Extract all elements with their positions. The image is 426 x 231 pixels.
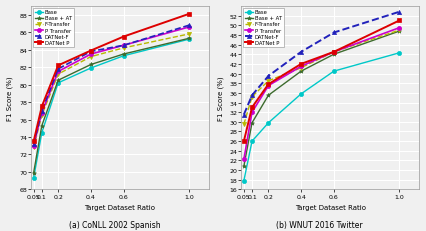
P Transfer (39, 112, 44, 114)
DATNet-F (187, 25, 192, 27)
Base (397, 52, 402, 55)
Line: P Transfer: P Transfer (242, 27, 401, 162)
Line: F-Transfer: F-Transfer (32, 33, 191, 150)
DATNet P (250, 106, 255, 109)
Base (250, 140, 255, 143)
DATNet P (187, 13, 192, 16)
P Transfer (241, 158, 246, 161)
P Transfer (266, 85, 271, 88)
Line: DATNet-F: DATNet-F (32, 24, 191, 146)
Line: DATNet P: DATNet P (32, 13, 191, 144)
P Transfer (187, 26, 192, 29)
Base + AT (250, 122, 255, 125)
Line: DATNet-F: DATNet-F (242, 11, 401, 117)
DATNet P (299, 63, 304, 66)
Base (56, 82, 61, 85)
DATNet-F (56, 68, 61, 71)
DATNet-F (121, 45, 126, 47)
F-Transfer (241, 123, 246, 126)
Base (88, 67, 93, 70)
F-Transfer (31, 146, 36, 149)
Line: DATNet P: DATNet P (242, 19, 401, 144)
Y-axis label: F1 Score (%): F1 Score (%) (217, 76, 224, 121)
DATNet P (88, 50, 93, 53)
DATNet-F (31, 143, 36, 146)
F-Transfer (331, 51, 337, 54)
DATNet P (331, 51, 337, 54)
Base + AT (31, 172, 36, 174)
Text: (b) WNUT 2016 Twitter: (b) WNUT 2016 Twitter (276, 220, 363, 229)
Base + AT (56, 79, 61, 82)
P Transfer (250, 111, 255, 114)
Legend: Base, Base + AT, F-Transfer, P Transfer, DATNet-F, DATNet P: Base, Base + AT, F-Transfer, P Transfer,… (33, 9, 74, 47)
Line: Base: Base (242, 52, 401, 183)
P Transfer (397, 27, 402, 30)
DATNet-F (266, 75, 271, 78)
Base (121, 55, 126, 58)
P Transfer (299, 66, 304, 68)
F-Transfer (266, 80, 271, 83)
X-axis label: Target Dataset Ratio: Target Dataset Ratio (84, 204, 155, 210)
DATNet-F (250, 94, 255, 97)
DATNet-F (299, 51, 304, 54)
Base + AT (39, 125, 44, 128)
Base + AT (241, 165, 246, 168)
Base (331, 70, 337, 73)
Base (39, 132, 44, 134)
DATNet P (31, 140, 36, 143)
Legend: Base, Base + AT, F-Transfer, P Transfer, DATNet-F, DATNet P: Base, Base + AT, F-Transfer, P Transfer,… (243, 9, 284, 47)
DATNet-F (241, 114, 246, 116)
Base + AT (187, 38, 192, 40)
Y-axis label: F1 Score (%): F1 Score (%) (7, 76, 14, 121)
Text: (a) CoNLL 2002 Spanish: (a) CoNLL 2002 Spanish (69, 220, 161, 229)
Line: Base: Base (32, 38, 191, 180)
Base + AT (121, 53, 126, 56)
DATNet P (241, 140, 246, 143)
Base + AT (88, 64, 93, 67)
DATNet P (266, 83, 271, 86)
DATNet-F (39, 110, 44, 113)
F-Transfer (250, 96, 255, 99)
DATNet P (397, 20, 402, 23)
F-Transfer (56, 73, 61, 76)
DATNet P (56, 65, 61, 67)
P Transfer (31, 145, 36, 147)
P Transfer (331, 51, 337, 54)
F-Transfer (187, 33, 192, 36)
F-Transfer (39, 114, 44, 117)
Base (299, 93, 304, 96)
Line: Base + AT: Base + AT (32, 37, 191, 175)
F-Transfer (121, 47, 126, 50)
Base (241, 179, 246, 182)
Base + AT (331, 54, 337, 56)
DATNet P (39, 106, 44, 108)
DATNet-F (397, 11, 402, 14)
Base (266, 122, 271, 125)
Line: P Transfer: P Transfer (32, 26, 191, 148)
F-Transfer (397, 30, 402, 32)
Base (31, 177, 36, 180)
P Transfer (56, 71, 61, 73)
F-Transfer (299, 67, 304, 70)
X-axis label: Target Dataset Ratio: Target Dataset Ratio (295, 204, 366, 210)
P Transfer (88, 53, 93, 56)
Base (187, 39, 192, 41)
P Transfer (121, 45, 126, 47)
Base + AT (266, 94, 271, 97)
Line: Base + AT: Base + AT (242, 30, 401, 169)
DATNet-F (331, 32, 337, 35)
DATNet P (121, 36, 126, 39)
DATNet-F (88, 51, 93, 54)
Line: F-Transfer: F-Transfer (242, 29, 401, 127)
F-Transfer (88, 56, 93, 59)
Base + AT (397, 30, 402, 33)
Base + AT (299, 70, 304, 73)
